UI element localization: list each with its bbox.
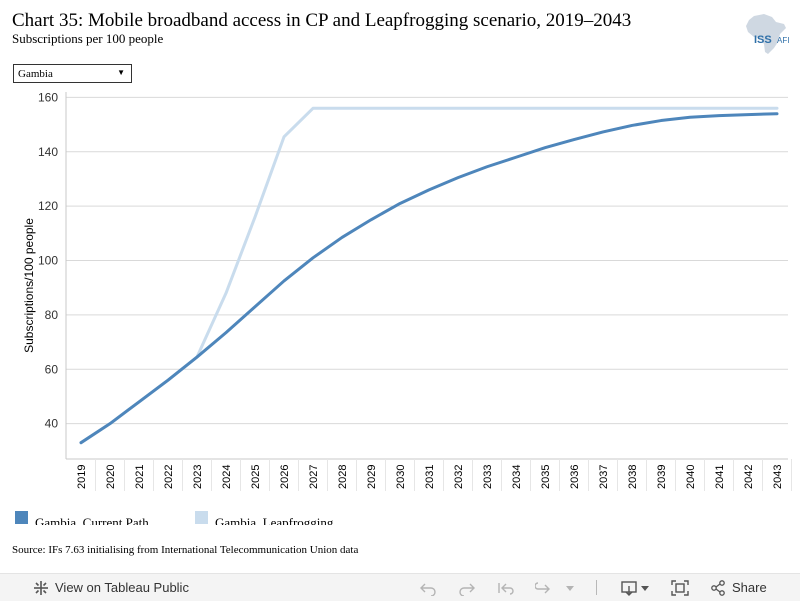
undo-button[interactable] [419, 574, 437, 601]
x-tick-label: 2037 [598, 465, 610, 489]
country-dropdown-value: Gambia [18, 68, 53, 80]
revert-icon [498, 582, 514, 595]
y-axis-label: Subscriptions/100 people [22, 218, 36, 353]
logo-text: ISS [754, 34, 772, 46]
x-tick-label: 2043 [772, 465, 784, 489]
x-tick-label: 2039 [656, 465, 668, 489]
redo-button[interactable] [458, 574, 476, 601]
y-tick-label: 120 [38, 199, 58, 213]
tableau-toolbar: View on Tableau Public [0, 573, 800, 601]
x-tick-label: 2038 [627, 465, 639, 489]
share-button[interactable]: Share [710, 574, 767, 601]
download-button[interactable] [621, 574, 651, 601]
x-tick-label: 2022 [163, 465, 175, 489]
y-tick-label: 140 [38, 145, 58, 159]
x-tick-label: 2033 [482, 465, 494, 489]
legend-label-leapfrogging: Gambia, Leapfrogging [215, 515, 334, 525]
tableau-logo-icon [34, 580, 48, 595]
country-dropdown[interactable]: Gambia ▼ [13, 64, 132, 83]
x-tick-label: 2036 [569, 465, 581, 489]
series-line-leapfrogging [79, 106, 779, 445]
x-tick-label: 2027 [308, 465, 320, 489]
x-tick-label: 2021 [134, 465, 146, 489]
undo-icon [420, 583, 436, 596]
view-on-tableau-button[interactable]: View on Tableau Public [33, 574, 189, 601]
chart-title: Chart 35: Mobile broadband access in CP … [12, 10, 632, 31]
redo-icon [459, 583, 475, 596]
x-tick-label: 2042 [743, 465, 755, 489]
chart-subtitle: Subscriptions per 100 people [12, 31, 164, 46]
share-icon [711, 579, 725, 596]
legend-swatch-current-path [15, 511, 28, 524]
x-tick-label: 2024 [221, 465, 233, 489]
x-tick-label: 2020 [105, 465, 117, 489]
legend-label-current-path: Gambia, Current Path [35, 515, 149, 525]
revert-button[interactable] [497, 574, 515, 601]
y-tick-label: 80 [45, 308, 59, 322]
legend: Gambia, Current Path Gambia, Leapfroggin… [0, 505, 800, 525]
legend-swatch-leapfrogging [195, 511, 208, 524]
refresh-button[interactable] [535, 574, 553, 601]
caret-down-icon [566, 585, 574, 591]
dropdown-arrow-icon: ▼ [117, 68, 125, 77]
fullscreen-icon [671, 579, 689, 596]
share-label: Share [732, 580, 767, 595]
iss-africa-logo: ISS AFI [746, 14, 789, 54]
logo-suffix: AFI [777, 36, 789, 45]
y-tick-label: 100 [38, 254, 58, 268]
x-tick-label: 2023 [192, 465, 204, 489]
refresh-icon [535, 581, 550, 593]
toolbar-separator [596, 580, 597, 595]
refresh-dropdown-button[interactable] [566, 574, 574, 601]
y-tick-label: 60 [45, 362, 59, 376]
fullscreen-button[interactable] [671, 574, 689, 601]
x-tick-label: 2034 [511, 465, 523, 489]
y-tick-label: 160 [38, 90, 58, 104]
download-icon [621, 580, 649, 596]
view-on-tableau-label: View on Tableau Public [55, 580, 189, 595]
line-chart: 40 60 80 100 120 140 160 2019 2020 2021 2022 2023 20… [22, 90, 792, 491]
y-tick-label: 40 [45, 417, 59, 431]
x-tick-label: 2041 [714, 465, 726, 489]
x-tick-label: 2019 [76, 465, 88, 489]
x-tick-label: 2035 [540, 465, 552, 489]
x-tick-label: 2028 [337, 465, 349, 489]
x-tick-label: 2025 [250, 465, 262, 489]
series-line-current-path [79, 112, 779, 445]
x-tick-label: 2040 [685, 465, 697, 489]
x-tick-label: 2032 [453, 465, 465, 489]
x-tick-label: 2030 [395, 465, 407, 489]
x-tick-label: 2029 [366, 465, 378, 489]
x-tick-label: 2026 [279, 465, 291, 489]
source-note: Source: IFs 7.63 initialising from Inter… [12, 544, 359, 556]
x-tick-label: 2031 [424, 465, 436, 489]
